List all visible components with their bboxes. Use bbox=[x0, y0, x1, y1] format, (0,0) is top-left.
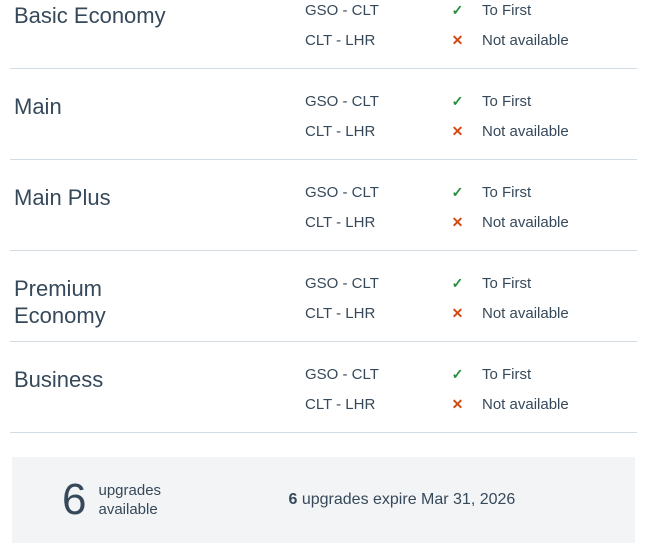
check-icon: ✓ bbox=[451, 184, 464, 200]
x-icon: ✕ bbox=[451, 214, 464, 230]
check-icon: ✓ bbox=[451, 93, 464, 109]
segment-list: GSO - CLT ✓ To First CLT - LHR ✕ Not ava… bbox=[305, 275, 637, 322]
segment-list: GSO - CLT ✓ To First CLT - LHR ✕ Not ava… bbox=[305, 366, 637, 413]
route-text: GSO - CLT bbox=[305, 93, 379, 110]
status-text: Not available bbox=[482, 305, 569, 322]
segment-line: CLT - LHR ✕ Not available bbox=[305, 32, 637, 49]
status-cell: ✓ To First bbox=[450, 184, 532, 201]
fare-class-name: Premium Economy bbox=[14, 276, 106, 328]
route-text: CLT - LHR bbox=[305, 214, 376, 231]
x-icon: ✕ bbox=[451, 305, 464, 321]
segment-line: CLT - LHR ✕ Not available bbox=[305, 305, 637, 322]
status-cell: ✓ To First bbox=[450, 275, 532, 292]
status-text: Not available bbox=[482, 396, 569, 413]
status-cell: ✓ To First bbox=[450, 2, 532, 19]
route-text: CLT - LHR bbox=[305, 32, 376, 49]
fare-row-main-plus: Main Plus GSO - CLT ✓ To First CLT - LHR… bbox=[10, 160, 637, 251]
segment-line: CLT - LHR ✕ Not available bbox=[305, 396, 637, 413]
status-text: To First bbox=[482, 366, 532, 383]
status-text: To First bbox=[482, 2, 532, 19]
x-icon: ✕ bbox=[451, 123, 464, 139]
status-cell: ✕ Not available bbox=[450, 396, 569, 413]
upgrades-available-count: 6 bbox=[62, 475, 87, 524]
status-cell: ✓ To First bbox=[450, 93, 532, 110]
upgrades-expiry-text: 6 upgrades expire Mar 31, 2026 bbox=[288, 490, 515, 510]
upgrades-summary-bar: 6 upgrades available 6 upgrades expire M… bbox=[12, 457, 635, 543]
route-text: GSO - CLT bbox=[305, 275, 379, 292]
upgrades-expiry-count: 6 bbox=[288, 491, 298, 508]
route-text: GSO - CLT bbox=[305, 184, 379, 201]
fare-class-name: Main bbox=[14, 94, 62, 119]
status-cell: ✕ Not available bbox=[450, 32, 569, 49]
status-text: Not available bbox=[482, 214, 569, 231]
segment-line: GSO - CLT ✓ To First bbox=[305, 366, 637, 383]
upgrades-expiry-detail: upgrades expire Mar 31, 2026 bbox=[301, 491, 516, 508]
route-text: CLT - LHR bbox=[305, 305, 376, 322]
segment-line: GSO - CLT ✓ To First bbox=[305, 184, 637, 201]
segment-list: GSO - CLT ✓ To First CLT - LHR ✕ Not ava… bbox=[305, 93, 637, 140]
segment-line: CLT - LHR ✕ Not available bbox=[305, 214, 637, 231]
segment-list: GSO - CLT ✓ To First CLT - LHR ✕ Not ava… bbox=[305, 2, 637, 49]
check-icon: ✓ bbox=[451, 366, 464, 382]
fare-row-premium-economy: Premium Economy GSO - CLT ✓ To First CLT… bbox=[10, 251, 637, 342]
route-text: GSO - CLT bbox=[305, 366, 379, 383]
status-cell: ✕ Not available bbox=[450, 123, 569, 140]
fare-row-main: Main GSO - CLT ✓ To First CLT - LHR ✕ No… bbox=[10, 69, 637, 160]
x-icon: ✕ bbox=[451, 32, 464, 48]
route-text: GSO - CLT bbox=[305, 2, 379, 19]
segment-list: GSO - CLT ✓ To First CLT - LHR ✕ Not ava… bbox=[305, 184, 637, 231]
status-text: To First bbox=[482, 184, 532, 201]
status-text: To First bbox=[482, 275, 532, 292]
segment-line: GSO - CLT ✓ To First bbox=[305, 2, 637, 19]
status-cell: ✕ Not available bbox=[450, 214, 569, 231]
segment-line: GSO - CLT ✓ To First bbox=[305, 93, 637, 110]
segment-line: CLT - LHR ✕ Not available bbox=[305, 123, 637, 140]
status-cell: ✓ To First bbox=[450, 366, 532, 383]
fare-class-name: Basic Economy bbox=[14, 3, 166, 28]
fare-row-business: Business GSO - CLT ✓ To First CLT - LHR … bbox=[10, 342, 637, 433]
check-icon: ✓ bbox=[451, 275, 464, 291]
route-text: CLT - LHR bbox=[305, 396, 376, 413]
status-text: Not available bbox=[482, 123, 569, 140]
status-cell: ✕ Not available bbox=[450, 305, 569, 322]
upgrades-available-label: upgrades available bbox=[98, 482, 162, 518]
status-text: Not available bbox=[482, 32, 569, 49]
x-icon: ✕ bbox=[451, 396, 464, 412]
status-text: To First bbox=[482, 93, 532, 110]
fare-row-basic-economy: Basic Economy GSO - CLT ✓ To First CLT -… bbox=[10, 0, 637, 69]
segment-line: GSO - CLT ✓ To First bbox=[305, 275, 637, 292]
check-icon: ✓ bbox=[451, 2, 464, 18]
route-text: CLT - LHR bbox=[305, 123, 376, 140]
fare-class-name: Main Plus bbox=[14, 185, 111, 210]
fare-class-name: Business bbox=[14, 367, 104, 392]
